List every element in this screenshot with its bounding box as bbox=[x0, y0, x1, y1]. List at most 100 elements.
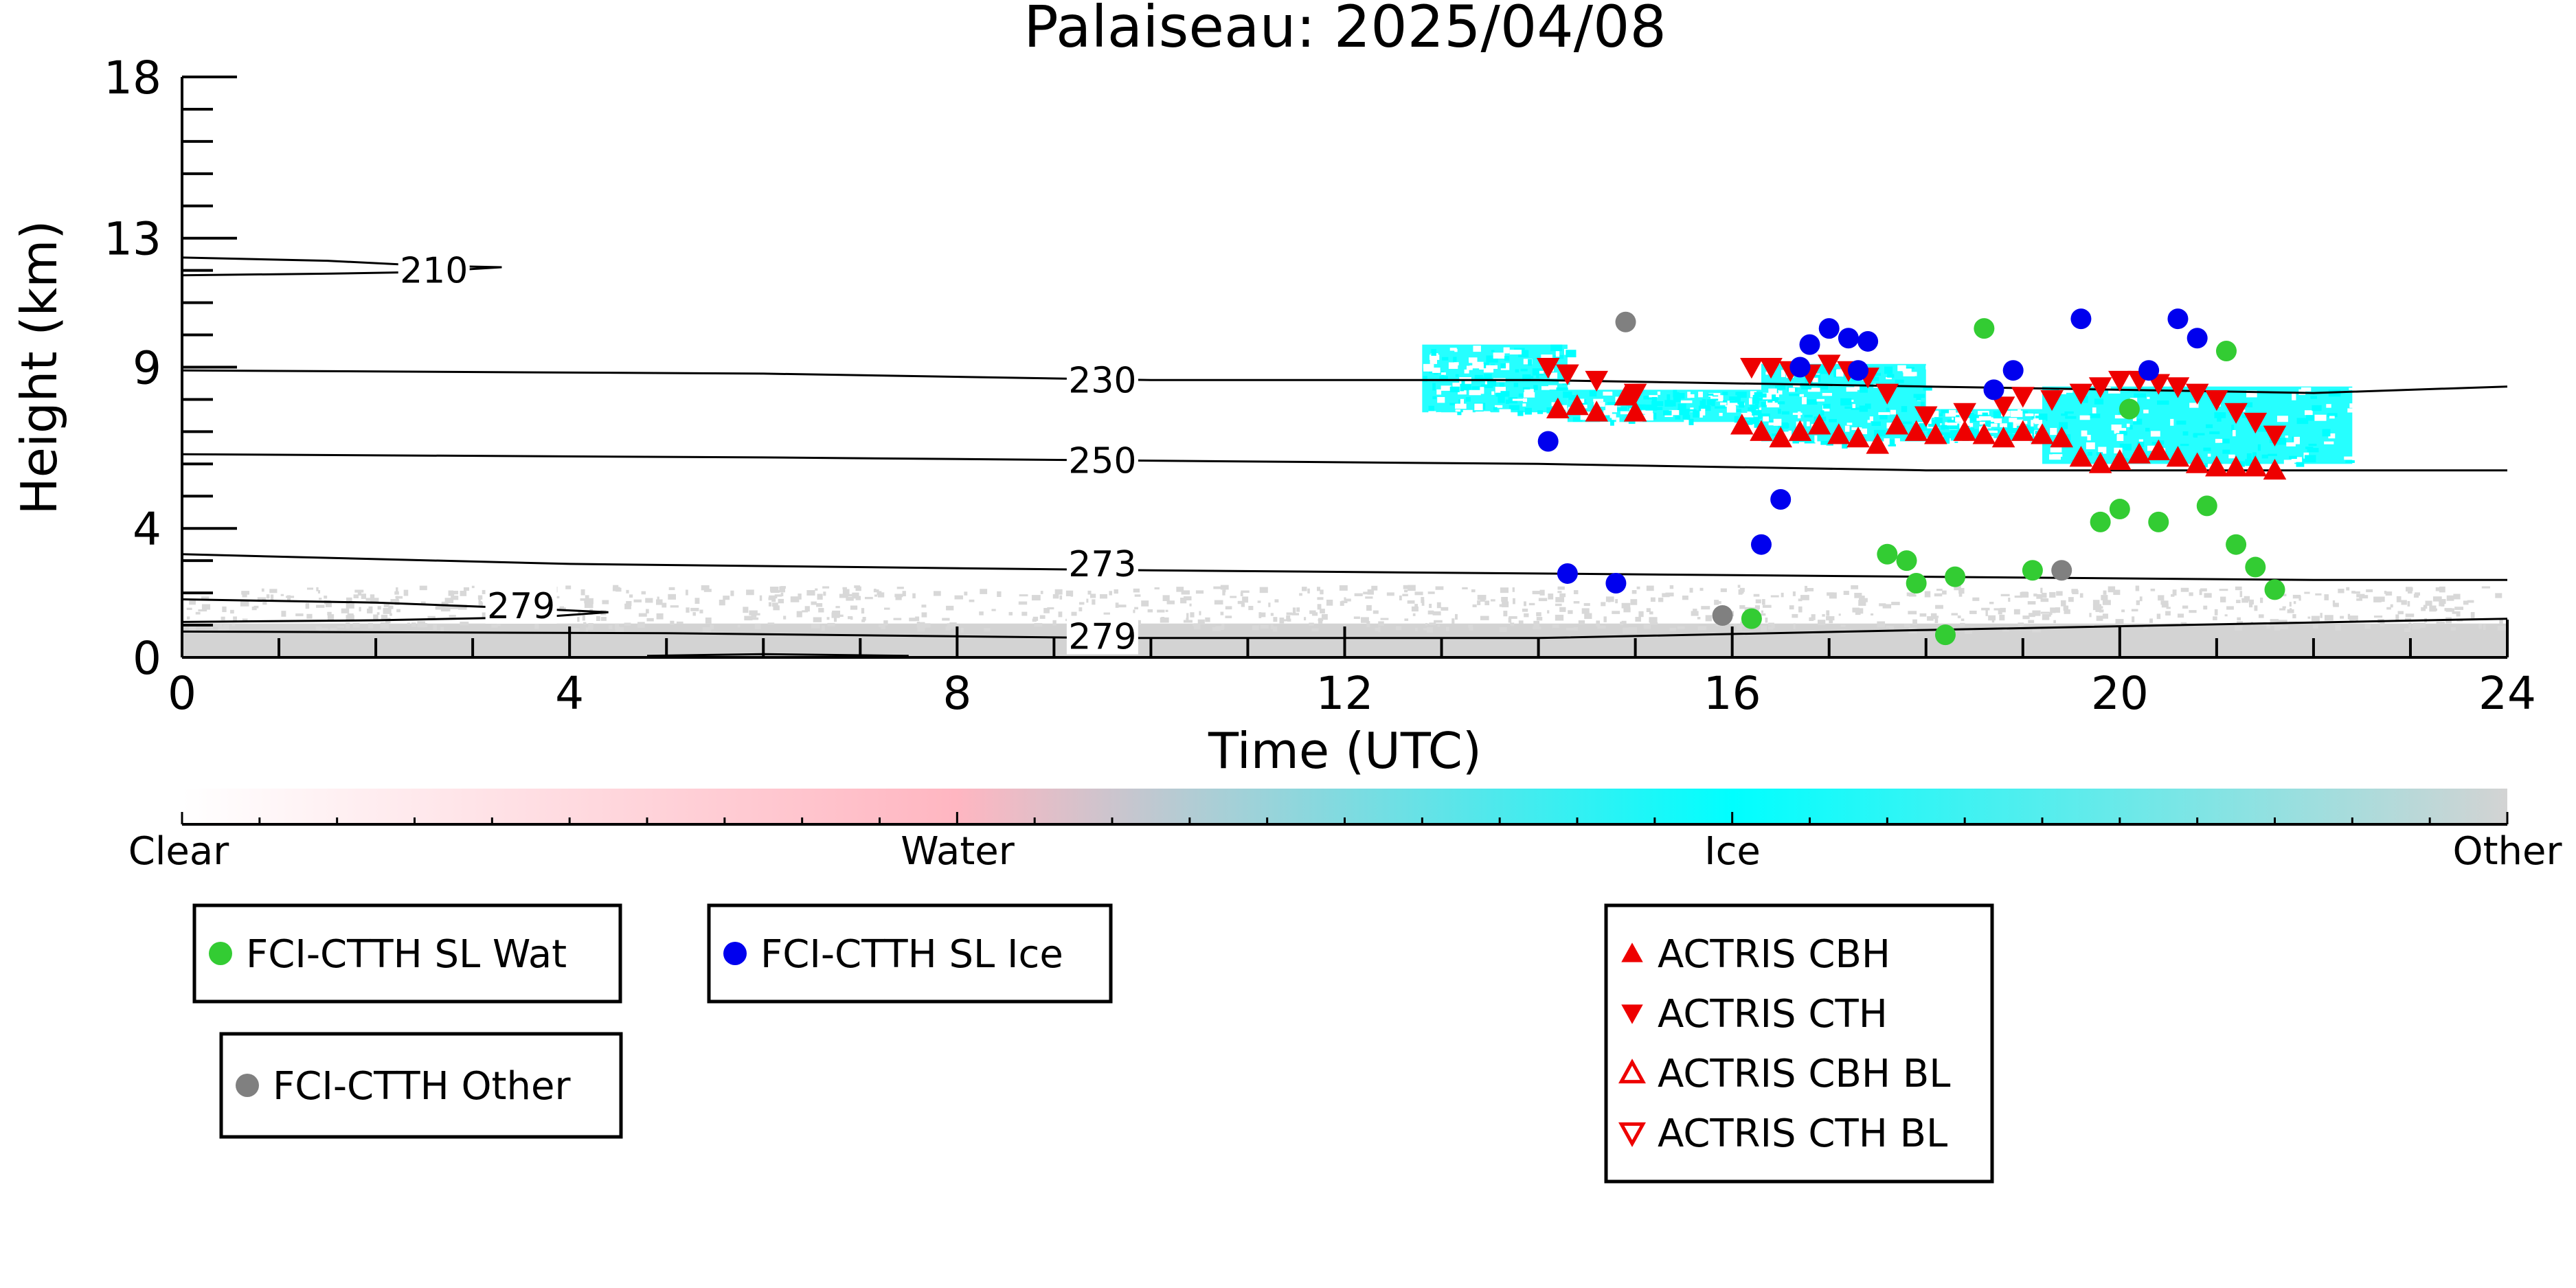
other-layer-speckle bbox=[1136, 620, 1141, 625]
actris-cbh-marker bbox=[2263, 458, 2287, 480]
other-layer-speckle bbox=[451, 591, 459, 595]
ice-cloud-speckle bbox=[1785, 423, 1789, 429]
other-layer-speckle bbox=[262, 601, 267, 605]
other-layer-speckle bbox=[270, 594, 274, 600]
other-layer-speckle bbox=[1134, 607, 1138, 610]
other-layer-speckle bbox=[850, 605, 858, 610]
ice-cloud-speckle bbox=[1739, 401, 1745, 408]
other-layer-speckle bbox=[1852, 607, 1860, 613]
fci-ctth-sl-wat-marker bbox=[2148, 511, 2169, 532]
other-layer-speckle bbox=[1375, 627, 1381, 631]
other-layer-speckle bbox=[670, 620, 675, 625]
ice-cloud-speckle bbox=[2292, 393, 2296, 400]
fci-ctth-sl-ice-marker bbox=[2002, 360, 2024, 381]
ice-cloud-speckle bbox=[1792, 439, 1799, 444]
ice-cloud-speckle bbox=[1873, 429, 1886, 437]
other-layer-speckle bbox=[2366, 589, 2373, 593]
other-layer-speckle bbox=[1584, 609, 1589, 611]
other-layer-speckle bbox=[1792, 613, 1798, 618]
ice-cloud-speckle bbox=[1605, 405, 1618, 413]
other-layer-speckle bbox=[1552, 624, 1559, 629]
other-layer-speckle bbox=[1440, 607, 1449, 611]
ice-cloud-speckle bbox=[2049, 454, 2061, 460]
actris-cbh-marker bbox=[2088, 452, 2112, 473]
ice-cloud-speckle bbox=[1478, 376, 1484, 381]
ice-cloud-speckle bbox=[1814, 435, 1818, 443]
colorbar-label-other: Other bbox=[2452, 829, 2562, 874]
other-layer-speckle bbox=[1103, 612, 1110, 615]
actris-cbh-marker bbox=[1769, 426, 1792, 448]
ice-cloud-speckle bbox=[1522, 387, 1530, 389]
legend-marker-fci-ctth-sl-ice bbox=[723, 942, 747, 965]
fci-ctth-sl-ice-marker bbox=[1770, 488, 1792, 510]
other-layer-speckle bbox=[584, 602, 594, 609]
other-layer-speckle bbox=[396, 596, 399, 601]
other-layer-speckle bbox=[1573, 627, 1579, 631]
ice-cloud-speckle bbox=[2000, 423, 2007, 428]
other-layer-speckle bbox=[2072, 590, 2079, 595]
other-layer-speckle bbox=[2335, 624, 2341, 631]
other-layer-speckle bbox=[245, 591, 247, 594]
ice-cloud-speckle bbox=[1522, 403, 1526, 407]
other-layer-speckle bbox=[1427, 610, 1434, 615]
other-layer-speckle bbox=[396, 587, 398, 593]
other-layer-speckle bbox=[806, 590, 815, 596]
ice-cloud-speckle bbox=[1484, 373, 1492, 379]
ice-cloud-speckle bbox=[1812, 377, 1818, 383]
other-layer-speckle bbox=[1737, 585, 1741, 588]
ice-cloud-speckle bbox=[1699, 411, 1703, 418]
ice-cloud-speckle bbox=[2193, 433, 2198, 438]
other-layer-speckle bbox=[2481, 586, 2491, 589]
other-layer-speckle bbox=[1404, 618, 1409, 621]
contour-label-bg bbox=[1066, 543, 1138, 582]
other-layer-speckle bbox=[2068, 597, 2074, 602]
other-layer-speckle bbox=[376, 612, 380, 615]
x-tick-label: 16 bbox=[1704, 667, 1761, 720]
other-layer-speckle bbox=[822, 625, 825, 631]
other-layer-speckle bbox=[2100, 606, 2103, 609]
other-layer-speckle bbox=[746, 589, 754, 596]
colorbar-label-clear: Clear bbox=[128, 829, 229, 874]
other-layer-speckle bbox=[588, 622, 594, 629]
ice-cloud-speckle bbox=[1768, 388, 1777, 395]
other-layer-speckle bbox=[1513, 598, 1515, 605]
other-layer-speckle bbox=[624, 622, 631, 626]
actris-cbh-marker bbox=[1904, 420, 1928, 441]
ice-cloud-speckle bbox=[1503, 347, 1510, 354]
other-layer-speckle bbox=[2405, 613, 2415, 618]
other-layer-speckle bbox=[491, 624, 498, 628]
x-tick-label: 12 bbox=[1316, 667, 1374, 720]
other-layer-speckle bbox=[744, 615, 753, 621]
ice-cloud-speckle bbox=[1517, 410, 1524, 416]
ice-cloud-speckle bbox=[1457, 409, 1462, 416]
ice-cloud-speckle bbox=[1752, 409, 1762, 416]
other-layer-speckle bbox=[2095, 609, 2101, 612]
ice-cloud-speckle bbox=[2117, 428, 2127, 431]
other-layer-speckle bbox=[1719, 601, 1721, 605]
ice-cloud-speckle bbox=[1499, 409, 1511, 417]
ice-cloud-speckle bbox=[1608, 410, 1612, 418]
other-layer-speckle bbox=[1186, 613, 1189, 619]
other-layer-speckle bbox=[1291, 613, 1299, 615]
other-layer-speckle bbox=[1924, 591, 1931, 598]
legend-marker-fci-ctth-other bbox=[236, 1074, 259, 1097]
other-layer-speckle bbox=[195, 611, 201, 615]
other-layer-speckle bbox=[596, 615, 600, 621]
other-layer-speckle bbox=[482, 589, 486, 594]
other-layer-speckle bbox=[2385, 591, 2393, 596]
other-layer-speckle bbox=[2115, 619, 2124, 624]
other-layer-speckle bbox=[1259, 587, 1268, 594]
contour-label-bg bbox=[1066, 615, 1138, 655]
fci-ctth-sl-ice-marker bbox=[1818, 318, 1840, 339]
ice-cloud-speckle bbox=[1923, 385, 1932, 391]
ice-cloud-speckle bbox=[1464, 369, 1469, 374]
other-layer-speckle bbox=[1047, 607, 1054, 610]
ice-cloud-speckle bbox=[1500, 382, 1505, 389]
other-layer-speckle bbox=[1649, 617, 1658, 623]
other-layer-speckle bbox=[2307, 616, 2311, 619]
ice-cloud-speckle bbox=[1466, 365, 1470, 370]
other-layer-speckle bbox=[2401, 600, 2407, 605]
other-layer-speckle bbox=[1303, 617, 1307, 621]
other-layer-speckle bbox=[1141, 600, 1149, 607]
ice-cloud-speckle bbox=[1799, 394, 1804, 397]
